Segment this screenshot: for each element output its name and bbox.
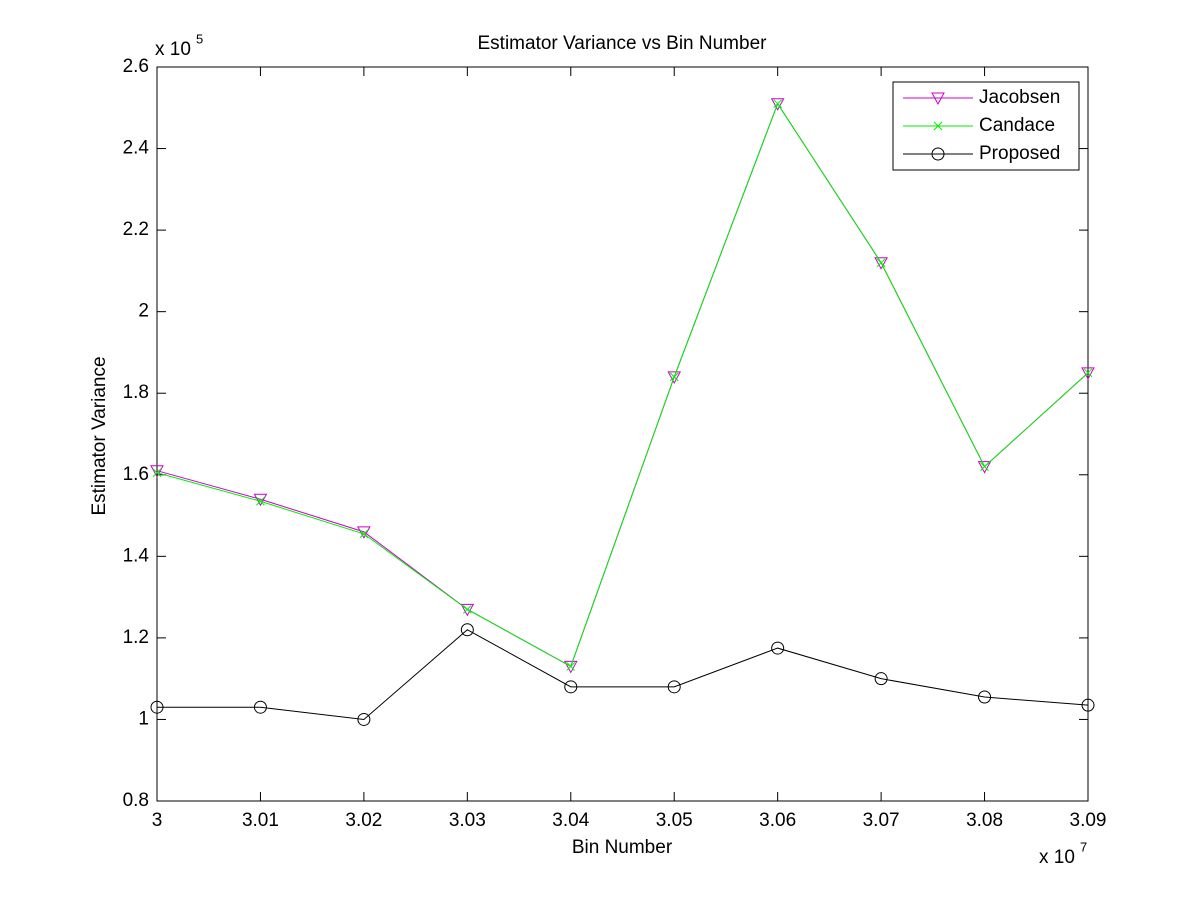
marker bbox=[460, 603, 475, 617]
x-tick-label: 3.06 bbox=[759, 810, 796, 831]
y-tick-label: 1.4 bbox=[123, 545, 150, 566]
marker bbox=[256, 496, 265, 506]
legend-marker bbox=[931, 92, 945, 106]
legend-marker bbox=[933, 121, 943, 131]
x-tick-label: 3.02 bbox=[345, 810, 382, 831]
marker bbox=[667, 371, 682, 384]
marker bbox=[357, 712, 371, 726]
marker bbox=[980, 462, 989, 471]
marker bbox=[359, 529, 369, 539]
plot-area bbox=[156, 66, 1089, 802]
marker bbox=[564, 680, 578, 694]
chart-title: Estimator Variance vs Bin Number bbox=[478, 33, 768, 54]
legend-label: Jacobsen bbox=[979, 87, 1060, 108]
marker bbox=[357, 526, 371, 539]
y-tick-label: 2.6 bbox=[123, 56, 149, 77]
x-multiplier: x 10 bbox=[1039, 847, 1075, 868]
legend-label: Proposed bbox=[979, 143, 1060, 164]
marker bbox=[1081, 367, 1095, 380]
marker bbox=[253, 700, 267, 714]
marker bbox=[669, 372, 679, 382]
marker bbox=[773, 99, 783, 109]
y-tick-label: 1.8 bbox=[123, 382, 149, 403]
y-tick-label: 2.4 bbox=[123, 138, 150, 159]
marker bbox=[977, 461, 992, 474]
x-tick-label: 3.09 bbox=[1070, 810, 1107, 831]
x-tick-label: 3 bbox=[152, 810, 163, 831]
marker bbox=[978, 690, 992, 704]
marker bbox=[462, 604, 472, 614]
x-tick-label: 3.04 bbox=[552, 810, 589, 831]
y-tick-label: 1 bbox=[138, 708, 149, 729]
y-tick-label: 1.6 bbox=[123, 464, 149, 485]
marker bbox=[771, 641, 785, 655]
y-exponent: 5 bbox=[196, 31, 203, 46]
marker bbox=[460, 623, 474, 637]
marker bbox=[150, 700, 164, 714]
marker bbox=[253, 493, 268, 507]
x-tick-label: 3.08 bbox=[966, 810, 1003, 831]
marker bbox=[1083, 368, 1093, 378]
x-exponent: 7 bbox=[1080, 839, 1087, 854]
marker bbox=[1081, 698, 1095, 712]
x-axis-label: Bin Number bbox=[572, 837, 673, 858]
marker bbox=[874, 672, 888, 686]
x-tick-label: 3.03 bbox=[449, 810, 486, 831]
legend-marker bbox=[931, 147, 945, 161]
marker bbox=[876, 258, 886, 268]
marker bbox=[566, 662, 576, 671]
y-tick-label: 2 bbox=[138, 301, 149, 322]
marker bbox=[563, 660, 578, 674]
y-multiplier: x 10 bbox=[155, 39, 191, 60]
series-line bbox=[156, 102, 1089, 668]
marker bbox=[770, 98, 785, 111]
legend-label: Candace bbox=[979, 115, 1055, 136]
series-line bbox=[157, 629, 1089, 720]
marker bbox=[150, 465, 164, 478]
marker bbox=[874, 257, 888, 270]
x-tick-label: 3.01 bbox=[242, 810, 279, 831]
x-tick-label: 3.05 bbox=[656, 810, 693, 831]
x-tick-label: 3.07 bbox=[863, 810, 900, 831]
y-axis-label: Estimator Variance bbox=[89, 356, 110, 515]
y-tick-label: 2.2 bbox=[123, 219, 149, 240]
y-tick-label: 0.8 bbox=[123, 790, 149, 811]
marker bbox=[152, 468, 162, 478]
y-tick-label: 1.2 bbox=[123, 627, 149, 648]
marker bbox=[667, 680, 681, 694]
